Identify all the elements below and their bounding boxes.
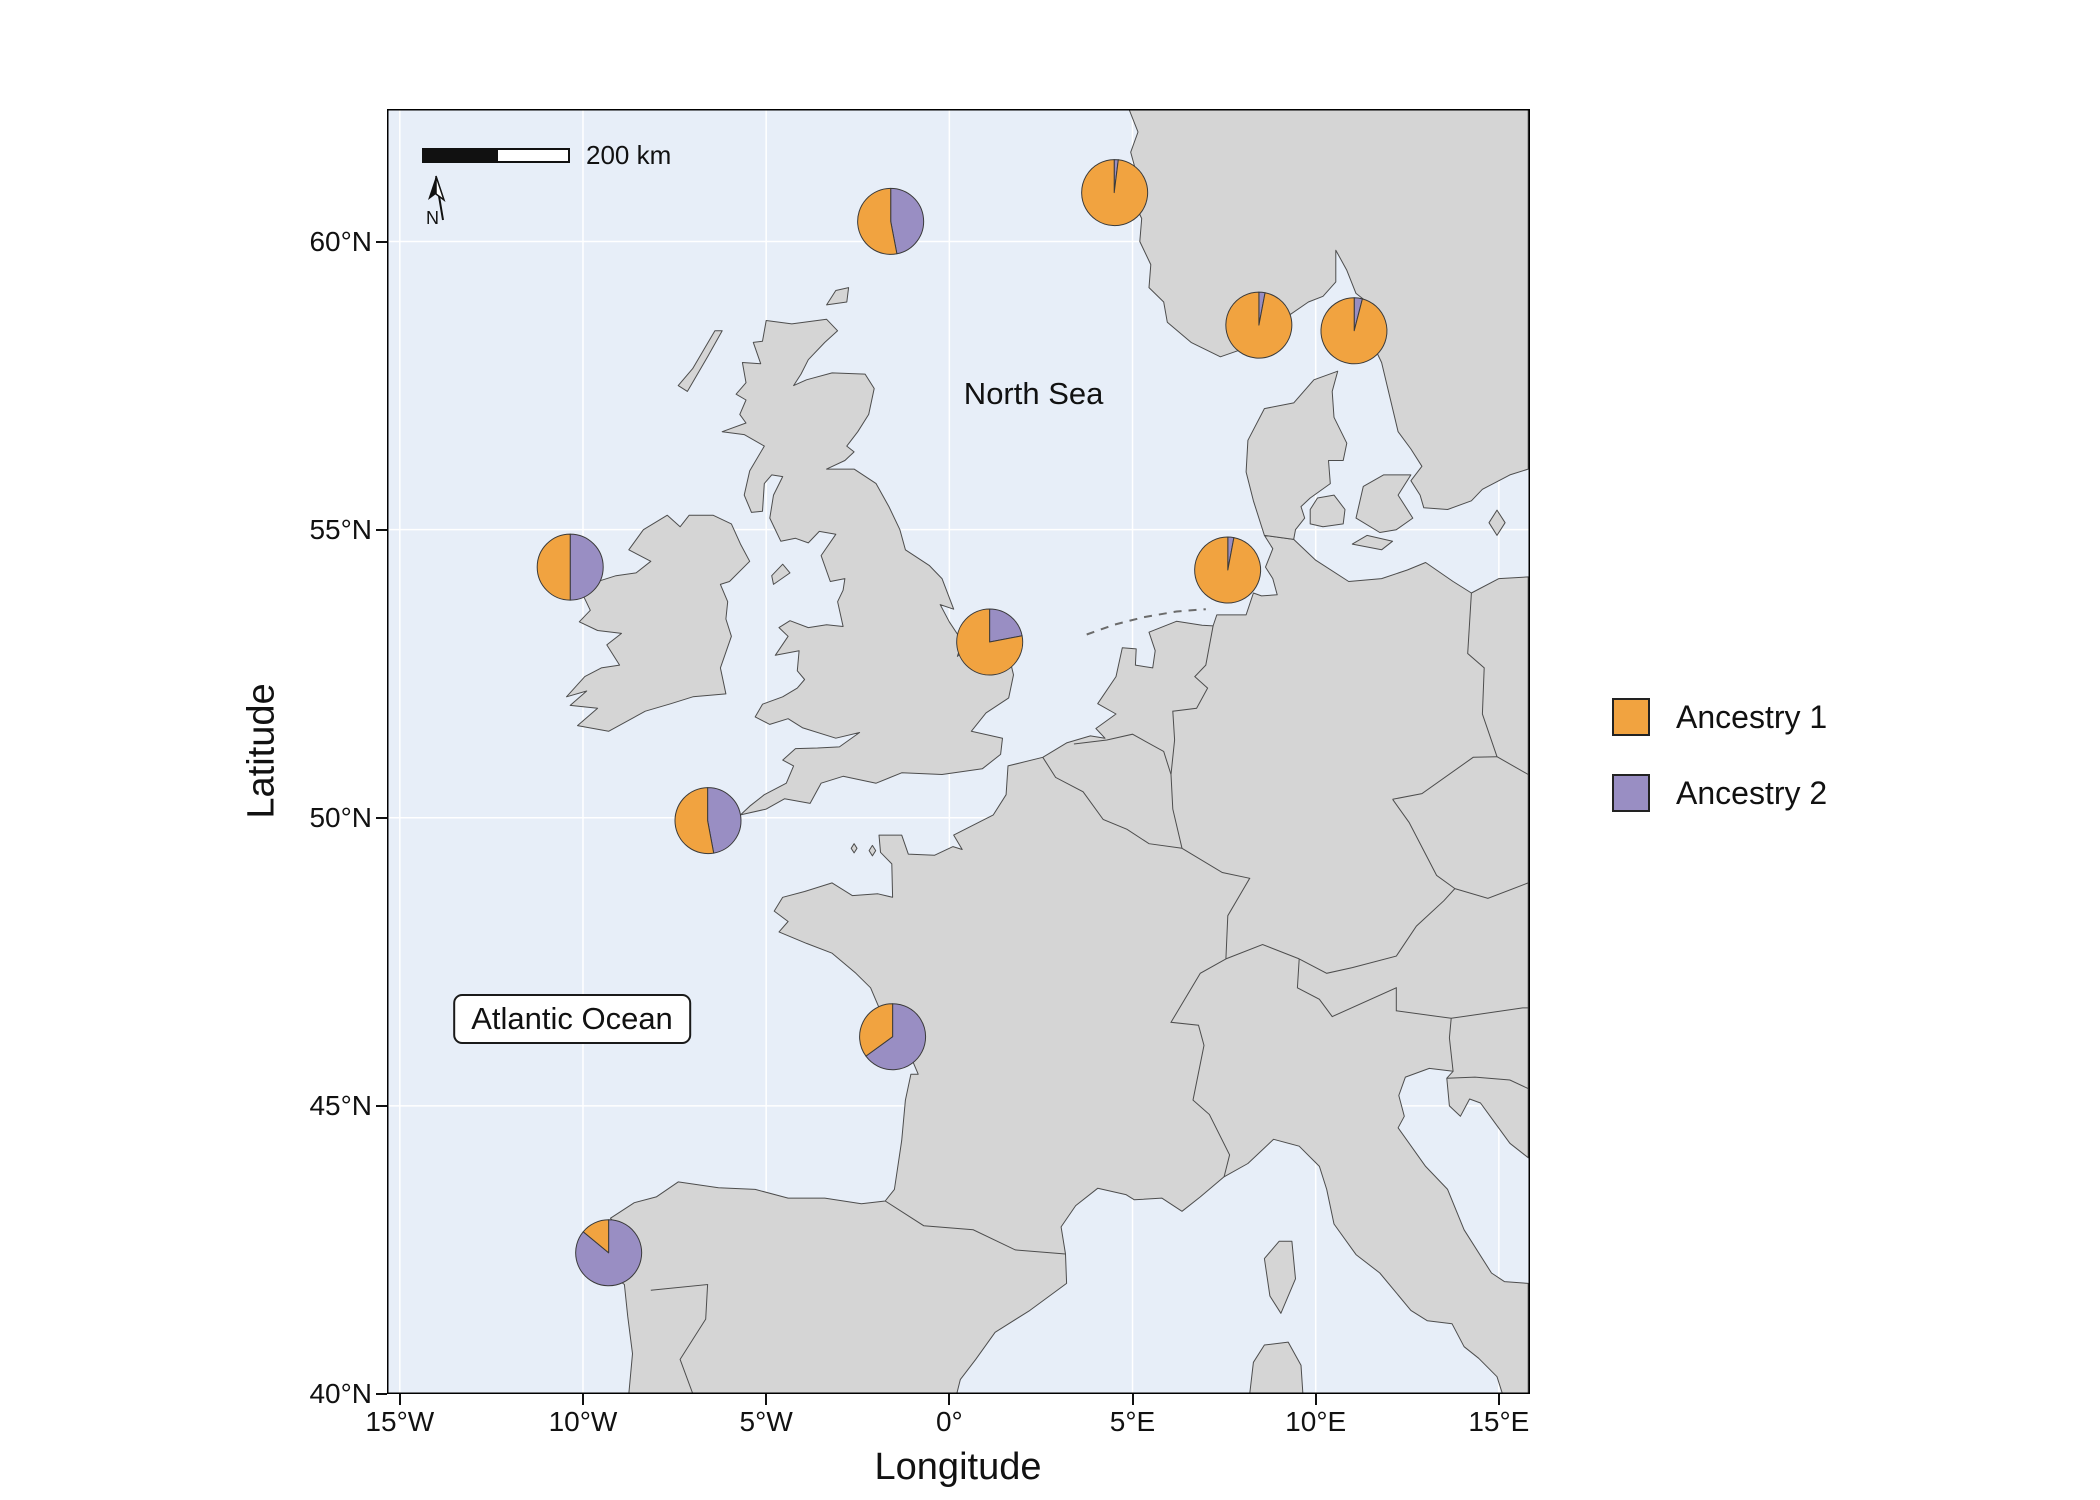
- x-tick-label: 0°: [935, 1406, 963, 1437]
- north-arrow-label: N: [426, 208, 439, 228]
- map-canvas: [387, 109, 1530, 1394]
- x-tick-mark: [1314, 1394, 1317, 1405]
- y-tick-mark: [376, 1393, 387, 1395]
- panel-border: [387, 109, 1530, 1394]
- scale-bar-label: 200 km: [586, 140, 672, 170]
- x-tick-mark: [1497, 1394, 1500, 1405]
- legend: Ancestry 1 Ancestry 2: [1612, 698, 1827, 812]
- pie-ireland-west: [536, 533, 604, 601]
- pie-skagerrak: [1320, 297, 1388, 365]
- legend-label-ancestry-1: Ancestry 1: [1676, 698, 1828, 735]
- y-axis-title: Latitude: [240, 683, 283, 819]
- pie-german-bight: [1194, 536, 1262, 604]
- north-arrow-icon: N: [416, 168, 464, 240]
- wadden-dashed-line: [1086, 608, 1206, 636]
- x-tick-label: 10°W: [548, 1406, 618, 1437]
- scale-bar-empty-segment: [496, 148, 570, 163]
- x-axis-title: Longitude: [874, 1446, 1042, 1488]
- x-tick-label: 15°W: [365, 1406, 435, 1437]
- scale-bar-filled-segment: [422, 148, 496, 163]
- y-tick-label: 45°N: [309, 1089, 372, 1121]
- legend-swatch-ancestry-2: [1612, 774, 1650, 812]
- legend-label-ancestry-2: Ancestry 2: [1676, 774, 1828, 811]
- y-tick-label: 60°N: [309, 225, 372, 257]
- y-tick-label: 55°N: [309, 513, 372, 545]
- pie-norway-west-coast: [1081, 159, 1149, 227]
- pie-norway-south-coast: [1225, 291, 1293, 359]
- x-tick-label: 5°W: [739, 1406, 793, 1437]
- y-tick-mark: [376, 1104, 387, 1107]
- y-tick-mark: [376, 528, 387, 531]
- sea-label-atlantic-ocean: Atlantic Ocean: [453, 994, 691, 1045]
- x-tick-label: 15°E: [1468, 1406, 1530, 1437]
- scale-bar: 200 km: [422, 140, 671, 171]
- x-tick-mark: [948, 1394, 951, 1405]
- pie-shetland: [857, 187, 925, 255]
- y-tick-label: 50°N: [309, 801, 372, 833]
- legend-item-ancestry-1: Ancestry 1: [1612, 698, 1827, 736]
- pie-england-east: [956, 608, 1024, 676]
- pie-bay-of-biscay: [859, 1003, 927, 1071]
- legend-item-ancestry-2: Ancestry 2: [1612, 774, 1827, 812]
- y-tick-label: 40°N: [309, 1378, 372, 1409]
- legend-swatch-ancestry-1: [1612, 698, 1650, 736]
- x-tick-mark: [398, 1394, 401, 1405]
- pie-western-channel: [674, 787, 742, 855]
- x-tick-mark: [765, 1394, 768, 1405]
- x-tick-mark: [581, 1394, 584, 1405]
- x-tick-mark: [1131, 1394, 1134, 1405]
- x-tick-label: 10°E: [1285, 1406, 1347, 1437]
- y-tick-mark: [376, 240, 387, 243]
- x-tick-label: 5°E: [1109, 1406, 1156, 1437]
- y-tick-mark: [376, 816, 387, 819]
- country-borders: [650, 592, 1529, 1394]
- pie-galicia: [575, 1219, 643, 1287]
